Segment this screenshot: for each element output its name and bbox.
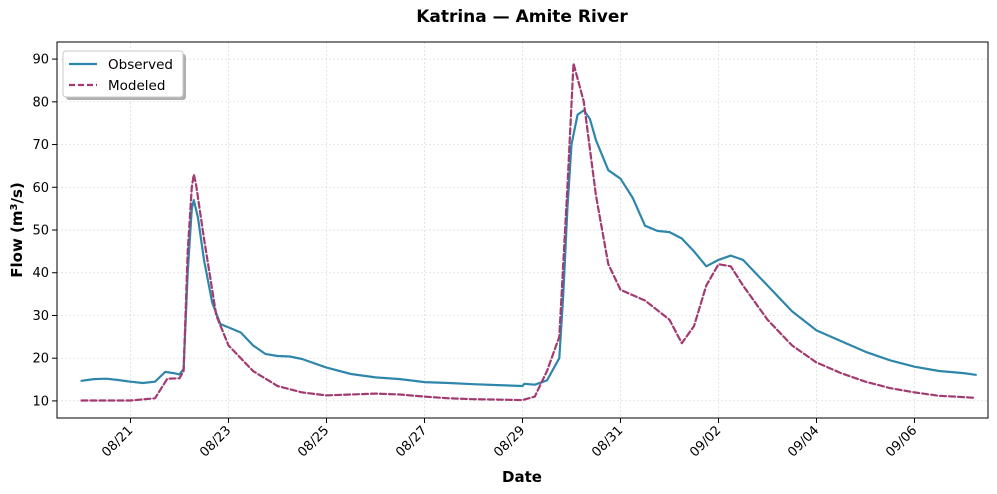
- y-tick-label: 10: [32, 394, 49, 409]
- y-tick-label: 90: [32, 53, 49, 68]
- grid: [57, 42, 988, 418]
- chart-title: Katrina — Amite River: [416, 7, 628, 27]
- series-line-modeled: [80, 62, 977, 402]
- y-tick-label: 20: [32, 352, 49, 367]
- y-tick-label: 70: [32, 138, 49, 153]
- legend: Observed Modeled: [62, 50, 186, 100]
- y-tick-label: 30: [32, 309, 49, 324]
- y-tick-label: 40: [32, 266, 49, 281]
- legend-label-observed: Observed: [108, 57, 173, 73]
- y-tick-label: 80: [32, 95, 49, 110]
- series-lines: [80, 62, 977, 402]
- x-axis-label: Date: [502, 468, 542, 486]
- y-tick-label: 60: [32, 181, 49, 196]
- y-tick-label: 50: [32, 224, 49, 239]
- y-axis-label: Flow (m3/s): [8, 182, 26, 278]
- legend-label-modeled: Modeled: [108, 78, 165, 94]
